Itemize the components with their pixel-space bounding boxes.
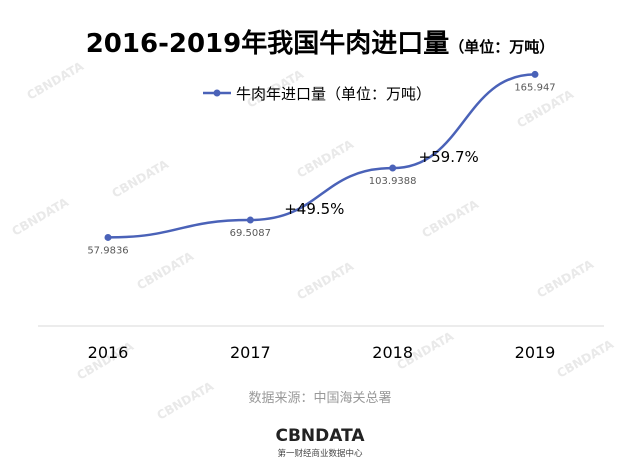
brand-logo-text: CBNDATA <box>275 426 365 446</box>
chart-title: 2016-2019年我国牛肉进口量（单位：万吨） <box>86 28 555 59</box>
watermark-text: CBNDATA <box>420 197 482 241</box>
watermark-text: CBNDATA <box>135 249 197 293</box>
growth-annotation: +59.7% <box>419 148 479 166</box>
series-line <box>107 73 536 239</box>
plot-area: 57.9836 69.5087 103.9388 165.947 2016 2017 201… <box>87 70 556 362</box>
legend-label: 牛肉年进口量（单位：万吨） <box>236 85 431 103</box>
x-tick-label: 2018 <box>372 343 413 362</box>
data-label: 57.9836 <box>87 245 128 256</box>
chart-title-main: 2016-2019年我国牛肉进口量 <box>86 28 450 59</box>
watermark-text: CBNDATA <box>10 195 72 239</box>
data-point <box>389 164 397 172</box>
brand-tagline: 第一财经商业数据中心 <box>277 448 363 459</box>
data-point <box>104 233 112 241</box>
chart-title-unit: （单位：万吨） <box>449 38 554 56</box>
legend-marker <box>213 89 221 97</box>
data-label: 69.5087 <box>230 228 271 239</box>
watermark-text: CBNDATA <box>25 59 87 103</box>
data-point <box>531 70 539 78</box>
x-tick-label: 2016 <box>88 343 129 362</box>
watermark-text: CBNDATA <box>535 257 597 301</box>
data-point <box>246 216 254 224</box>
watermark-text: CBNDATA <box>295 259 357 303</box>
x-tick-label: 2019 <box>515 343 556 362</box>
source-note: 数据来源：中国海关总署 <box>248 391 391 406</box>
watermark-text: CBNDATA <box>155 379 217 423</box>
data-label: 165.947 <box>514 82 555 93</box>
watermark-text: CBNDATA <box>110 157 172 201</box>
x-tick-label: 2017 <box>230 343 271 362</box>
growth-annotation: +49.5% <box>284 200 344 218</box>
legend: 牛肉年进口量（单位：万吨） <box>203 85 431 103</box>
watermark-text: CBNDATA <box>555 337 617 381</box>
watermark-text: CBNDATA <box>295 137 357 181</box>
data-label: 103.9388 <box>369 176 417 187</box>
